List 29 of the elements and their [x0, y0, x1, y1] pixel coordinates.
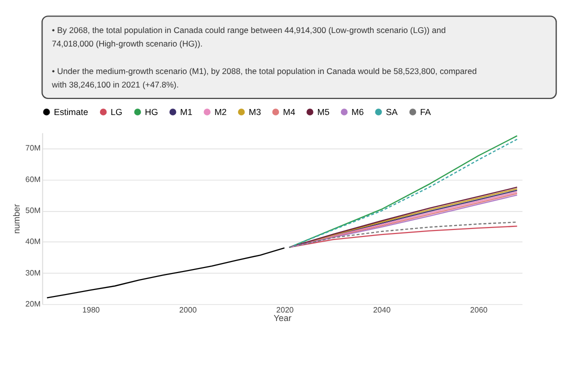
y-tick-label: 30M — [25, 268, 41, 278]
y-tick-label: 50M — [25, 206, 41, 216]
legend-label: FA — [420, 106, 431, 117]
legend-label: M2 — [214, 106, 227, 117]
legend-label: M3 — [248, 106, 262, 117]
x-axis-title: Year — [274, 313, 292, 324]
x-tick-label: 2040 — [373, 305, 392, 314]
y-axis-title: number — [12, 204, 22, 234]
line-series — [288, 222, 518, 248]
text: • By 2068, the total population in Canada could range between 44,914,300 (Low-growth scenario (LG)) and 74,018,000 (High-growth scenario (HG)). — [52, 24, 446, 49]
legend-label: M1 — [180, 106, 193, 117]
legend-label: M4 — [283, 106, 296, 117]
legend-label: Estimate — [54, 106, 88, 117]
x-tick-label: 2060 — [470, 305, 488, 314]
legend-label: HG — [144, 106, 158, 117]
y-tick-label: 20M — [25, 300, 41, 309]
x-tick-label: 2020 — [276, 305, 294, 314]
line-series — [288, 226, 518, 248]
y-tick-label: 70M — [25, 144, 41, 153]
x-tick-label: 1980 — [82, 305, 100, 314]
text: • Under the medium-growth scenario (M1), by 2088, the total population in Canada would be 58,523,800, compared with 38,246,100 in 2021 (+47.8%). — [50, 66, 478, 90]
legend-label: M6 — [352, 106, 364, 117]
y-tick-label: 40M — [25, 237, 41, 246]
x-tick-label: 2000 — [179, 305, 198, 314]
legend-label: SA — [386, 106, 398, 117]
legend-label: LG — [110, 106, 123, 117]
y-tick-label: 60M — [25, 174, 41, 184]
legend-label: M5 — [317, 106, 330, 117]
line-series — [46, 247, 286, 298]
